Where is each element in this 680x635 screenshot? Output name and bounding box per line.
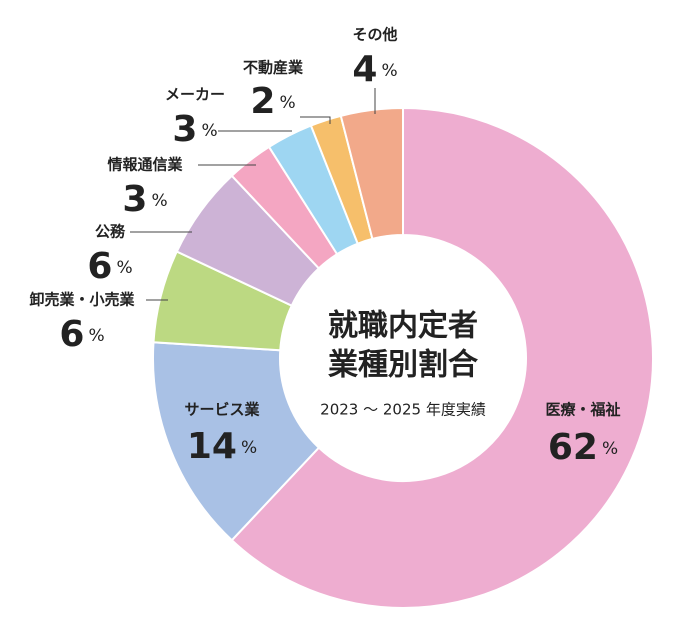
value-label: 3% xyxy=(122,179,167,220)
chart-title: 業種別割合 xyxy=(328,348,478,383)
value-unit: % xyxy=(279,93,295,113)
value-number: 6 xyxy=(87,246,112,287)
value-label: 3% xyxy=(172,109,217,150)
value-unit: % xyxy=(381,61,397,81)
value-label: 6% xyxy=(59,314,104,355)
value-unit: % xyxy=(201,121,217,141)
value-unit: % xyxy=(116,258,132,278)
category-label: メーカー xyxy=(165,86,225,104)
chart-subtitle: 2023 ～ 2025 年度実績 xyxy=(320,401,486,419)
value-number: 62 xyxy=(548,427,598,468)
value-label: 14% xyxy=(187,426,257,467)
category-label: 公務 xyxy=(95,223,126,241)
value-label: 62% xyxy=(548,427,618,468)
value-unit: % xyxy=(602,439,618,459)
category-label: 卸売業・小売業 xyxy=(29,291,135,309)
value-unit: % xyxy=(151,191,167,211)
value-unit: % xyxy=(241,438,257,458)
category-label: サービス業 xyxy=(184,401,260,419)
value-label: 4% xyxy=(352,49,397,90)
value-label: 6% xyxy=(87,246,132,287)
slices xyxy=(152,106,654,609)
value-number: 4 xyxy=(352,49,377,90)
chart-title: 就職内定者 xyxy=(328,309,478,344)
slice xyxy=(339,106,404,241)
value-number: 3 xyxy=(122,179,147,220)
value-number: 3 xyxy=(172,109,197,150)
category-label: 情報通信業 xyxy=(107,156,183,174)
value-label: 2% xyxy=(250,81,295,122)
value-unit: % xyxy=(88,326,104,346)
category-label: 不動産業 xyxy=(243,59,304,77)
category-label: 医療・福祉 xyxy=(545,401,620,419)
slice xyxy=(230,106,654,609)
value-number: 2 xyxy=(250,81,275,122)
value-number: 6 xyxy=(59,314,84,355)
category-label: その他 xyxy=(352,26,397,44)
slice xyxy=(152,341,321,542)
leader-line xyxy=(300,116,331,124)
value-number: 14 xyxy=(187,426,237,467)
